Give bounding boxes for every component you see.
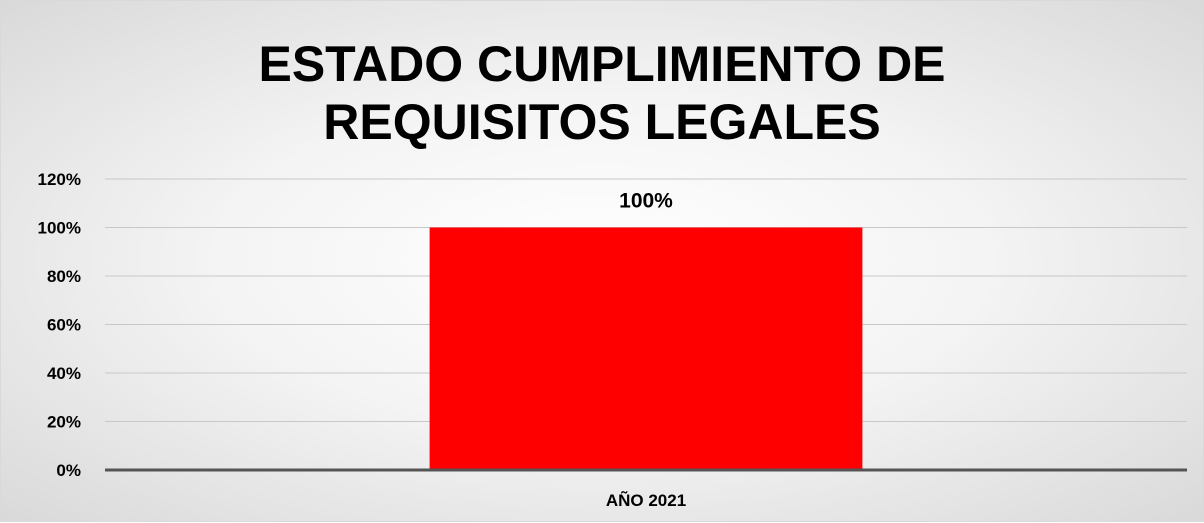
data-label: 100% bbox=[619, 190, 673, 213]
chart-title-line-2: REQUISITOS LEGALES bbox=[323, 94, 881, 150]
x-category-label: AÑO 2021 bbox=[606, 490, 686, 510]
y-tick-label: 40% bbox=[47, 364, 81, 383]
y-tick-label: 80% bbox=[47, 267, 81, 286]
y-tick-label: 100% bbox=[38, 219, 81, 238]
y-tick-label: 120% bbox=[38, 170, 81, 189]
y-tick-label: 60% bbox=[47, 316, 81, 335]
bar bbox=[429, 227, 863, 470]
y-tick-label: 0% bbox=[56, 461, 81, 480]
chart-title-line-1: ESTADO CUMPLIMIENTO DE bbox=[258, 36, 946, 92]
chart-title: ESTADO CUMPLIMIENTO DE REQUISITOS LEGALE… bbox=[1, 35, 1203, 151]
y-tick-label: 20% bbox=[47, 413, 81, 432]
